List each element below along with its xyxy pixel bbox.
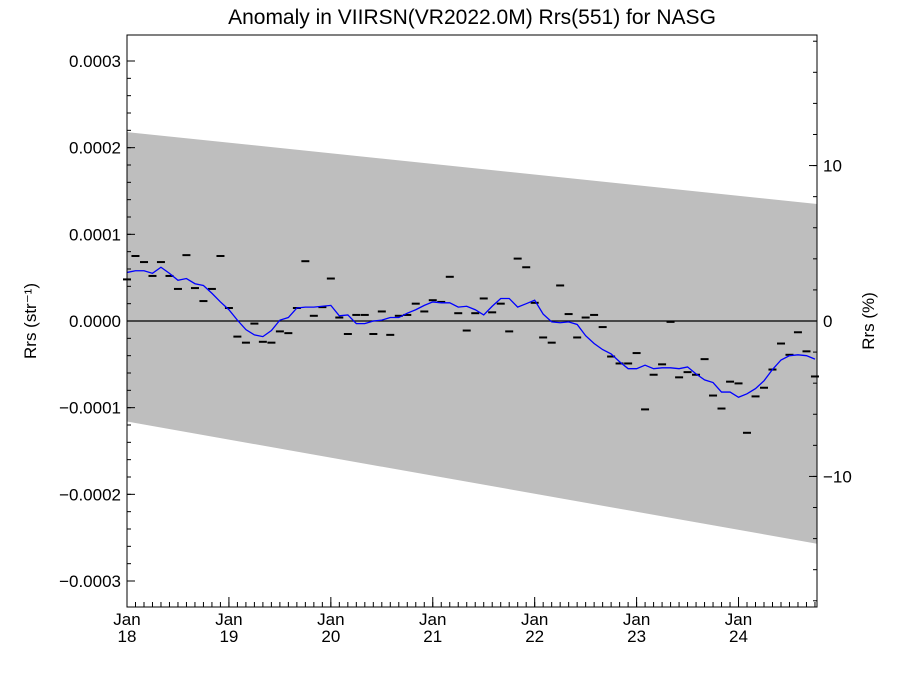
x-tick-month: Jan bbox=[521, 610, 548, 629]
y-tick-label: 0.0002 bbox=[69, 139, 121, 158]
running-mean-line bbox=[126, 266, 816, 398]
plot-area bbox=[123, 34, 819, 608]
x-tick-month: Jan bbox=[623, 610, 650, 629]
y2-axis-label: Rrs (%) bbox=[859, 292, 878, 350]
monthly-anomaly-marks bbox=[123, 254, 819, 434]
x-tick-year: 20 bbox=[321, 627, 340, 646]
x-tick-year: 22 bbox=[525, 627, 544, 646]
right-y-axis: 10 0 −10 bbox=[809, 40, 852, 602]
y-tick-label: −0.0003 bbox=[59, 572, 121, 591]
x-tick-month: Jan bbox=[215, 610, 242, 629]
y-tick-label: 0.0001 bbox=[69, 225, 121, 244]
y-tick-label: −0.0001 bbox=[59, 399, 121, 418]
x-tick-month: Jan bbox=[317, 610, 344, 629]
x-tick-month: Jan bbox=[725, 610, 752, 629]
y2-tick-label: 10 bbox=[823, 157, 842, 176]
y2-tick-label: −10 bbox=[823, 467, 852, 486]
uncertainty-band bbox=[127, 132, 817, 544]
x-tick-year: 18 bbox=[118, 627, 137, 646]
y-tick-label: −0.0002 bbox=[59, 485, 121, 504]
x-tick-year: 19 bbox=[219, 627, 238, 646]
y-axis-label: Rrs (str⁻¹) bbox=[21, 283, 40, 359]
x-tick-year: 24 bbox=[729, 627, 748, 646]
y-tick-label: 0.0000 bbox=[69, 312, 121, 331]
x-tick-year: 21 bbox=[423, 627, 442, 646]
y-tick-label: 0.0003 bbox=[69, 52, 121, 71]
x-tick-year: 23 bbox=[627, 627, 646, 646]
left-y-axis: 0.0003 0.0002 0.0001 0.0000 −0.0001 −0.0002 −0… bbox=[59, 52, 135, 591]
chart-title: Anomaly in VIIRSN(VR2022.0M) Rrs(551) fo… bbox=[228, 6, 716, 29]
y2-tick-label: 0 bbox=[823, 312, 832, 331]
x-tick-month: Jan bbox=[113, 610, 140, 629]
x-tick-month: Jan bbox=[419, 610, 446, 629]
